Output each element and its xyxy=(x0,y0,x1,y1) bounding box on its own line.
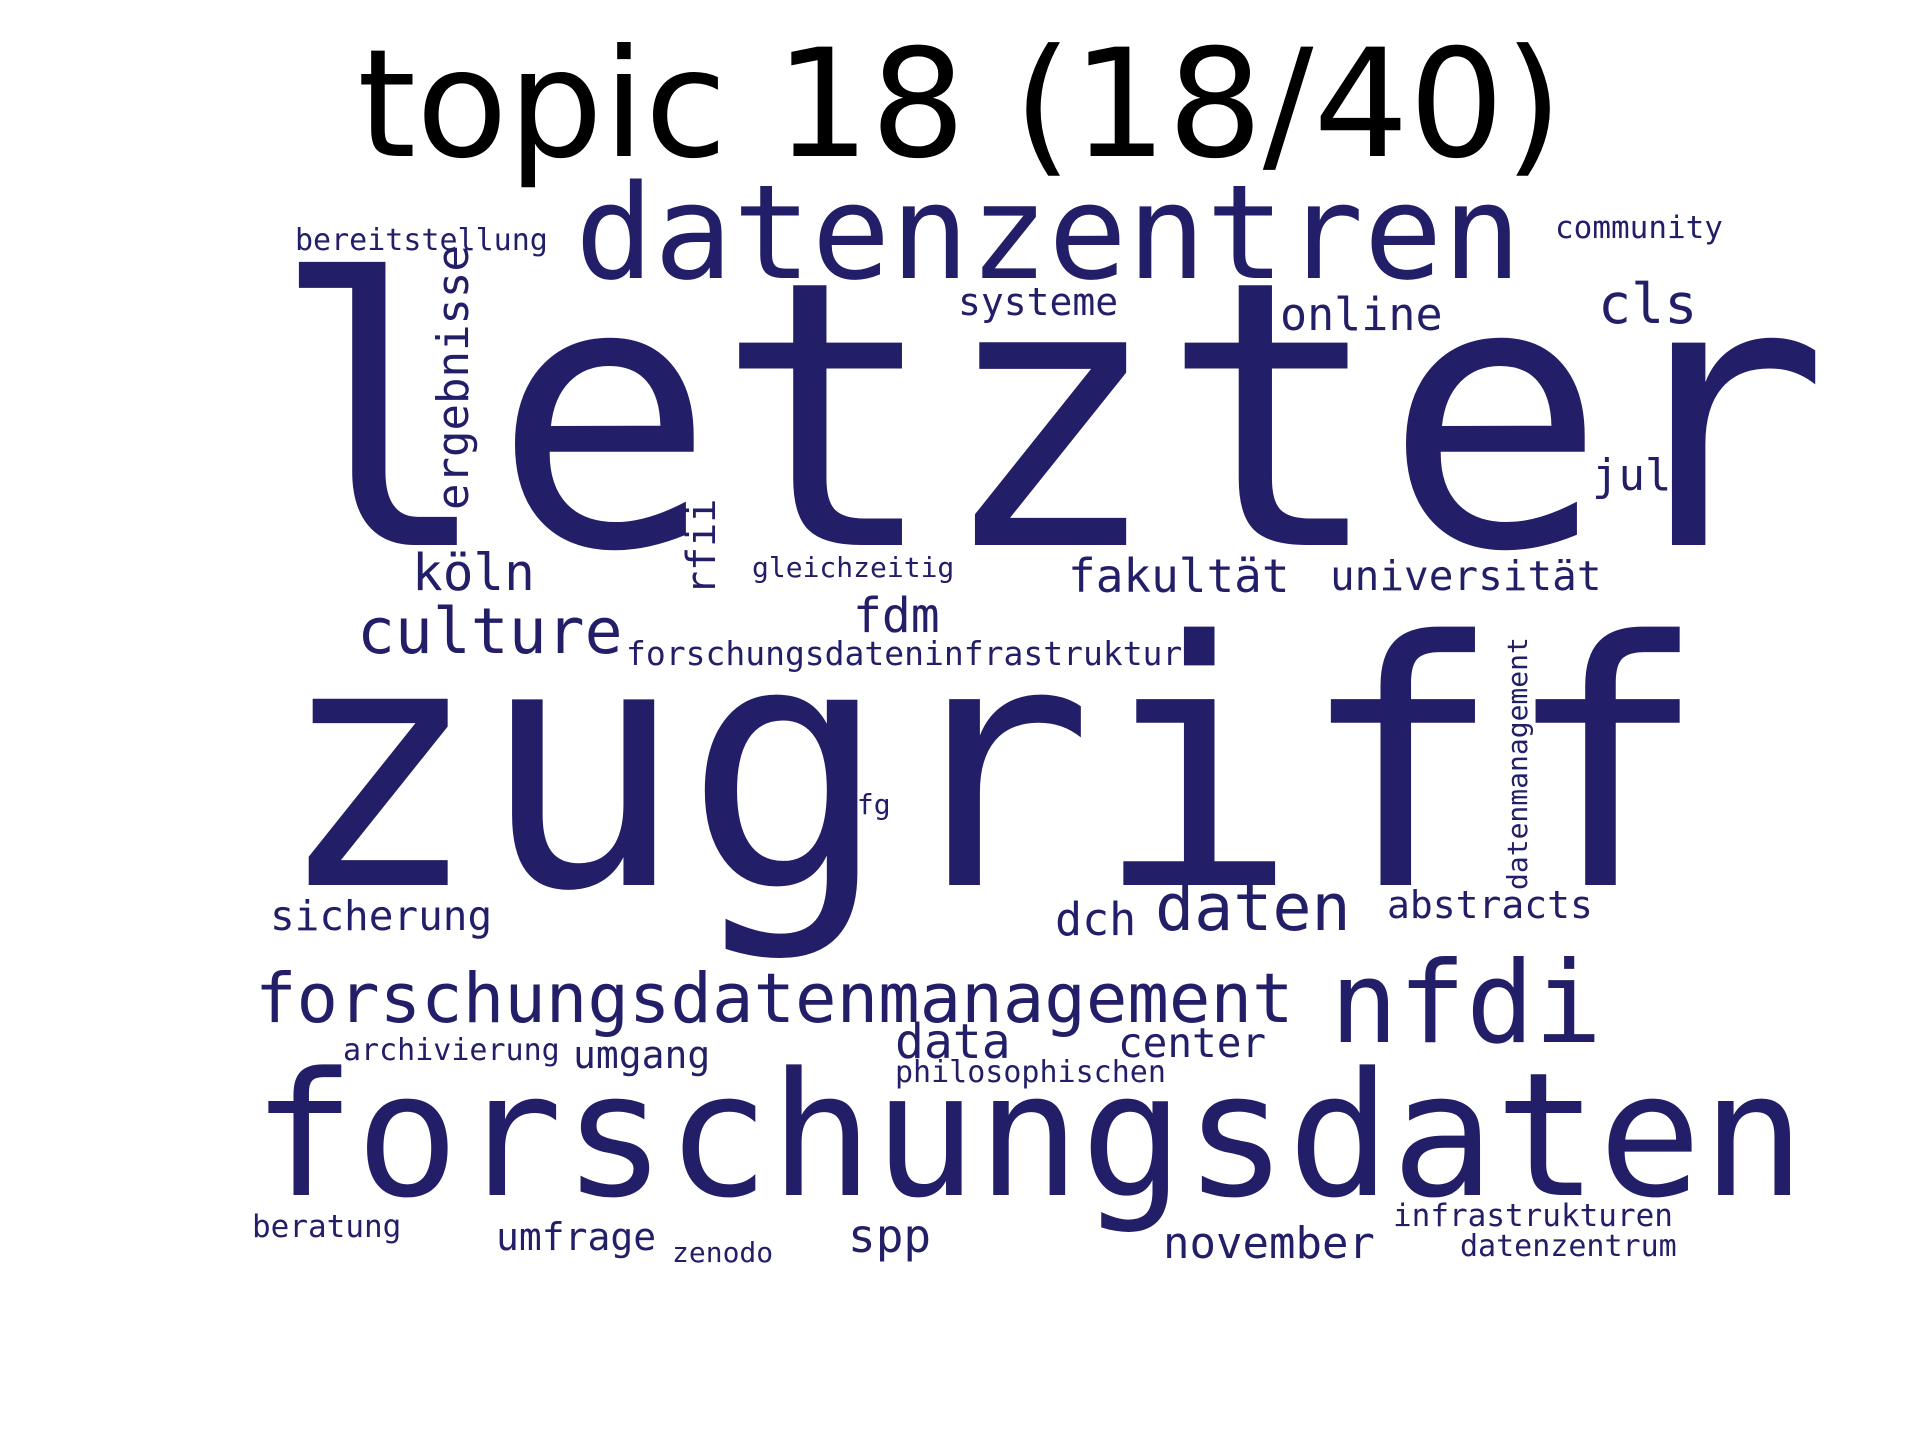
chart-title: topic 18 (18/40) xyxy=(357,18,1563,192)
word-systeme: systeme xyxy=(958,280,1118,324)
word-datenzentrum: datenzentrum xyxy=(1460,1229,1677,1264)
word-ergebnisse: ergebnisse xyxy=(428,245,479,510)
word-fakultät: fakultät xyxy=(1068,549,1290,603)
word-dch: dch xyxy=(1055,893,1136,946)
word-daten: daten xyxy=(1155,871,1351,946)
word-nfdi: nfdi xyxy=(1330,937,1602,1069)
word-infrastrukturen: infrastrukturen xyxy=(1393,1198,1673,1234)
word-dfg: dfg xyxy=(840,788,891,821)
word-zenodo: zenodo xyxy=(672,1236,773,1269)
word-forschungsdaten: forschungsdaten xyxy=(252,1035,1805,1236)
word-center: center xyxy=(1118,1019,1266,1067)
word-universität: universität xyxy=(1330,552,1602,600)
word-bereitstellung: bereitstellung xyxy=(295,223,548,258)
word-abstracts: abstracts xyxy=(1387,883,1593,927)
word-gleichzeitig: gleichzeitig xyxy=(752,551,954,584)
word-juli: juli xyxy=(1592,450,1698,501)
word-sicherung: sicherung xyxy=(270,892,492,940)
word-spp: spp xyxy=(848,1209,931,1263)
word-community: community xyxy=(1555,210,1723,246)
word-data: data xyxy=(895,1014,1011,1070)
word-umgang: umgang xyxy=(573,1033,710,1077)
word-datenmanagement: datenmanagement xyxy=(1501,637,1534,890)
word-zugriff: zugriff xyxy=(275,570,1708,966)
word-köln: köln xyxy=(412,544,535,603)
word-forschungsdateninfrastruktur: forschungsdateninfrastruktur xyxy=(626,634,1182,673)
word-fdm: fdm xyxy=(853,588,940,644)
word-cls: cls xyxy=(1598,272,1697,336)
word-rfii: rfii xyxy=(679,499,725,595)
word-letzter: letzter xyxy=(270,203,1829,633)
word-umfrage: umfrage xyxy=(496,1215,656,1259)
word-november: november xyxy=(1163,1218,1375,1269)
word-beratung: beratung xyxy=(252,1209,401,1245)
word-online: online xyxy=(1280,288,1443,341)
word-philosophischen: philosophischen xyxy=(895,1055,1166,1090)
word-culture: culture xyxy=(357,595,623,668)
word-forschungsdatenmanagement: forschungsdatenmanagement xyxy=(255,959,1294,1039)
word-archivierung: archivierung xyxy=(343,1033,560,1068)
word-datenzentren: datenzentren xyxy=(575,156,1521,309)
